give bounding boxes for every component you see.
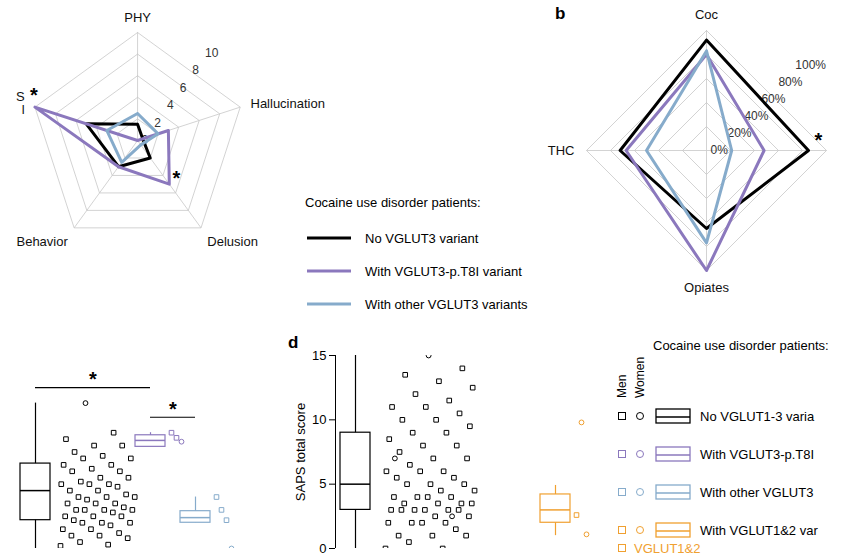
svg-text:Coc: Coc xyxy=(695,7,719,22)
svg-text:*: * xyxy=(815,129,823,151)
svg-text:15: 15 xyxy=(312,348,326,363)
svg-text:Sl: Sl xyxy=(16,89,25,117)
svg-text:*: * xyxy=(173,167,181,189)
svg-text:100%: 100% xyxy=(795,58,826,72)
svg-text:20%: 20% xyxy=(727,126,751,140)
svg-text:Women: Women xyxy=(633,357,647,398)
svg-text:10: 10 xyxy=(312,412,326,427)
svg-text:*: * xyxy=(89,368,97,390)
svg-text:*: * xyxy=(30,84,38,106)
svg-text:With other VGLUT3 variants: With other VGLUT3 variants xyxy=(365,297,528,312)
svg-text:6: 6 xyxy=(180,81,187,95)
html-text:b: b xyxy=(555,4,566,23)
svg-text:8: 8 xyxy=(192,63,199,77)
svg-text:Hallucination: Hallucination xyxy=(250,96,324,111)
svg-text:5: 5 xyxy=(319,476,326,491)
svg-text:No VGLUT3 variant: No VGLUT3 variant xyxy=(365,231,479,246)
svg-text:With VGLUT1&2 var: With VGLUT1&2 var xyxy=(700,523,818,538)
svg-text:*: * xyxy=(169,398,177,420)
svg-text:With VGLUT3-p.T8I variant: With VGLUT3-p.T8I variant xyxy=(365,264,522,279)
svg-text:PHY: PHY xyxy=(124,10,151,25)
svg-text:With VGLUT3-p.T8I: With VGLUT3-p.T8I xyxy=(700,447,814,462)
svg-text:Men: Men xyxy=(615,375,629,398)
svg-text:SAPS total score: SAPS total score xyxy=(293,403,308,501)
svg-text:0: 0 xyxy=(319,541,326,556)
svg-text:THC: THC xyxy=(548,143,575,158)
svg-text:Cocaine use disorder patients:: Cocaine use disorder patients: xyxy=(305,195,481,210)
svg-text:With other VGLUT3: With other VGLUT3 xyxy=(700,485,813,500)
svg-text:Cocaine use disorder patients:: Cocaine use disorder patients: xyxy=(653,338,829,353)
svg-text:No VGLUT1-3 varia: No VGLUT1-3 varia xyxy=(700,409,815,424)
svg-text:60%: 60% xyxy=(761,92,786,107)
svg-text:0%: 0% xyxy=(711,143,729,157)
svg-text:VGLUT1&2: VGLUT1&2 xyxy=(634,541,700,556)
svg-text:2: 2 xyxy=(154,116,161,130)
html-text:d: d xyxy=(288,333,299,352)
svg-text:40%: 40% xyxy=(744,109,769,124)
svg-text:Behavior: Behavior xyxy=(16,234,68,249)
svg-text:80%: 80% xyxy=(778,75,802,89)
svg-text:Opiates: Opiates xyxy=(684,280,729,295)
svg-text:Delusion: Delusion xyxy=(207,234,258,249)
svg-text:10: 10 xyxy=(205,46,219,60)
svg-text:4: 4 xyxy=(167,98,174,112)
